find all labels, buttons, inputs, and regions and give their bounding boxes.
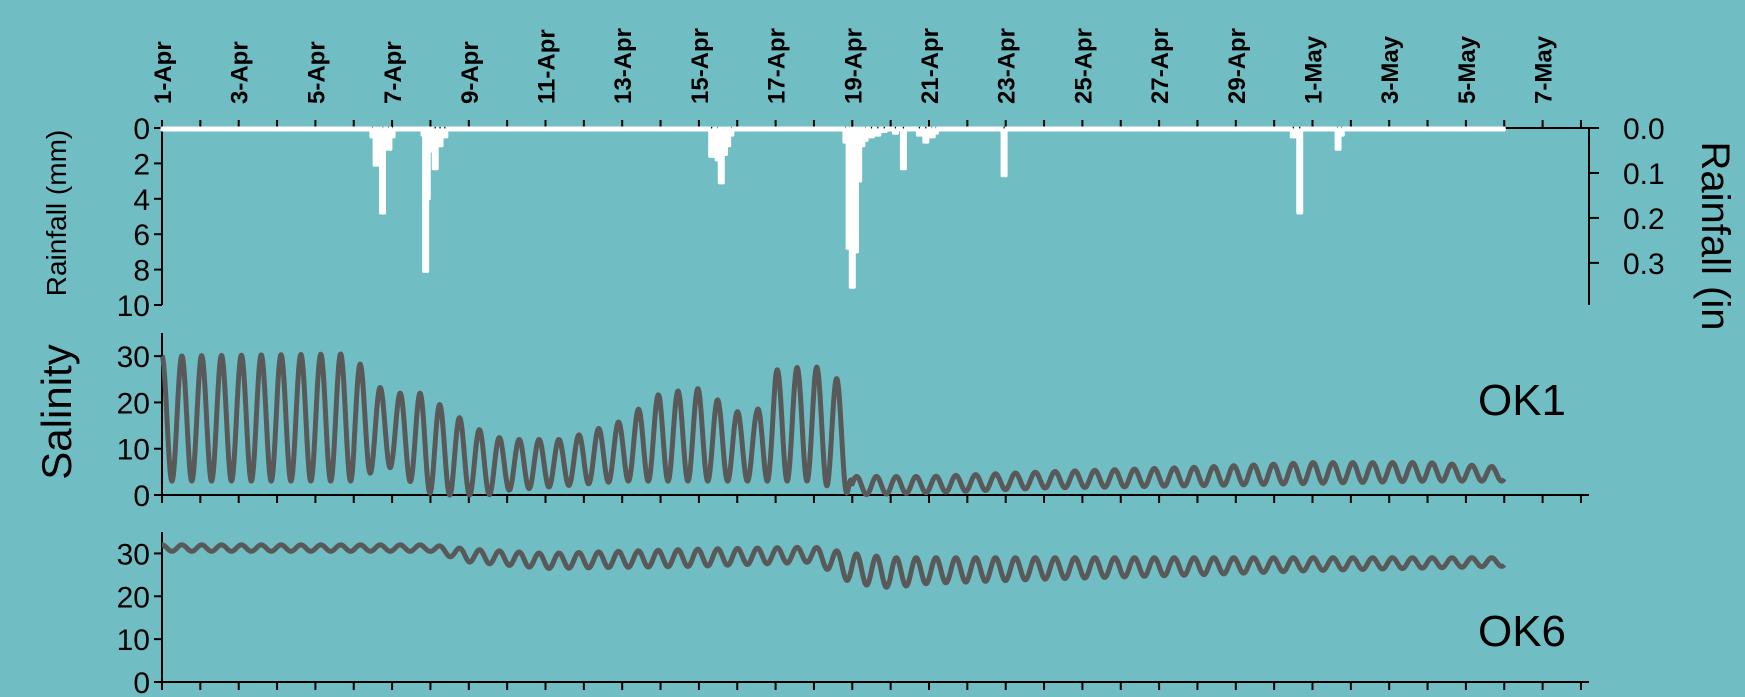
rainfall-left-tick-label: 8: [133, 255, 150, 288]
date-tick-label: 11-Apr: [534, 29, 561, 104]
rainfall-left-tick-label: 10: [117, 290, 150, 323]
ok1-station-label: OK1: [1478, 376, 1566, 425]
date-tick-label: 3-Apr: [227, 41, 254, 104]
salinity-y-tick-label: 10: [117, 434, 150, 467]
salinity-y-tick-label: 0: [133, 667, 150, 697]
salinity-y-tick-label: 20: [117, 581, 150, 614]
date-tick-label: 1-Apr: [150, 41, 177, 104]
rainfall-left-axis-title: Rainfall (mm): [41, 130, 72, 296]
salinity-y-tick-label: 10: [117, 624, 150, 657]
ok1-series-line: [159, 351, 1507, 498]
date-tick-label: 27-Apr: [1147, 28, 1174, 104]
date-axis-labels: 1-Apr 3-Apr 5-Apr 7-Apr 9-Apr 11-Apr 13-Apr 15-…: [150, 28, 1558, 104]
date-tick-label: 21-Apr: [917, 28, 944, 104]
date-tick-label: 1-May: [1301, 35, 1328, 104]
rainfall-left-tick-label: 0: [133, 113, 150, 146]
date-tick-label: 15-Apr: [687, 28, 714, 104]
ok6-series-line: [159, 542, 1507, 590]
date-tick-label: 25-Apr: [1070, 28, 1097, 104]
salinity-y-tick-label: 0: [133, 480, 150, 513]
date-tick-label: 19-Apr: [840, 28, 867, 104]
rainfall-right-tick-label: 0.3: [1623, 248, 1665, 281]
date-tick-label: 7-Apr: [380, 41, 407, 104]
rainfall-left-tick-label: 6: [133, 219, 150, 252]
ok6-ticks: 0 10 20 30: [117, 532, 1589, 697]
ok6-panel: 0 10 20 30 OK6: [117, 532, 1589, 697]
ok1-ticks: 0 10 20 30: [117, 333, 1589, 513]
salinity-axis-title: Salinity: [33, 344, 80, 479]
date-tick-label: 9-Apr: [457, 41, 484, 104]
ok6-station-label: OK6: [1478, 607, 1566, 656]
rainfall-left-tick-label: 4: [133, 184, 150, 217]
date-tick-label: 7-May: [1531, 35, 1558, 104]
salinity-y-tick-label: 20: [117, 387, 150, 420]
salinity-y-tick-label: 30: [117, 341, 150, 374]
date-tick-label: 5-May: [1454, 35, 1481, 104]
rainfall-right-tick-label: 0.2: [1623, 203, 1665, 236]
date-tick-label: 13-Apr: [610, 28, 637, 104]
rainfall-right-axis-title: Rainfall (in: [1693, 142, 1737, 331]
date-tick-label: 29-Apr: [1224, 28, 1251, 104]
date-tick-label: 23-Apr: [994, 28, 1021, 104]
date-tick-label: 3-May: [1377, 35, 1404, 104]
rainfall-bars: [160, 126, 1506, 289]
ok1-panel: 0 10 20 30 Salinity OK1: [33, 333, 1589, 513]
date-tick-label: 5-Apr: [303, 41, 330, 104]
salinity-y-tick-label: 30: [117, 538, 150, 571]
rainfall-right-tick-label: 0.1: [1623, 158, 1665, 191]
rainfall-right-tick-label: 0.0: [1623, 113, 1665, 146]
date-tick-label: 17-Apr: [764, 28, 791, 104]
rainfall-left-tick-label: 2: [133, 148, 150, 181]
